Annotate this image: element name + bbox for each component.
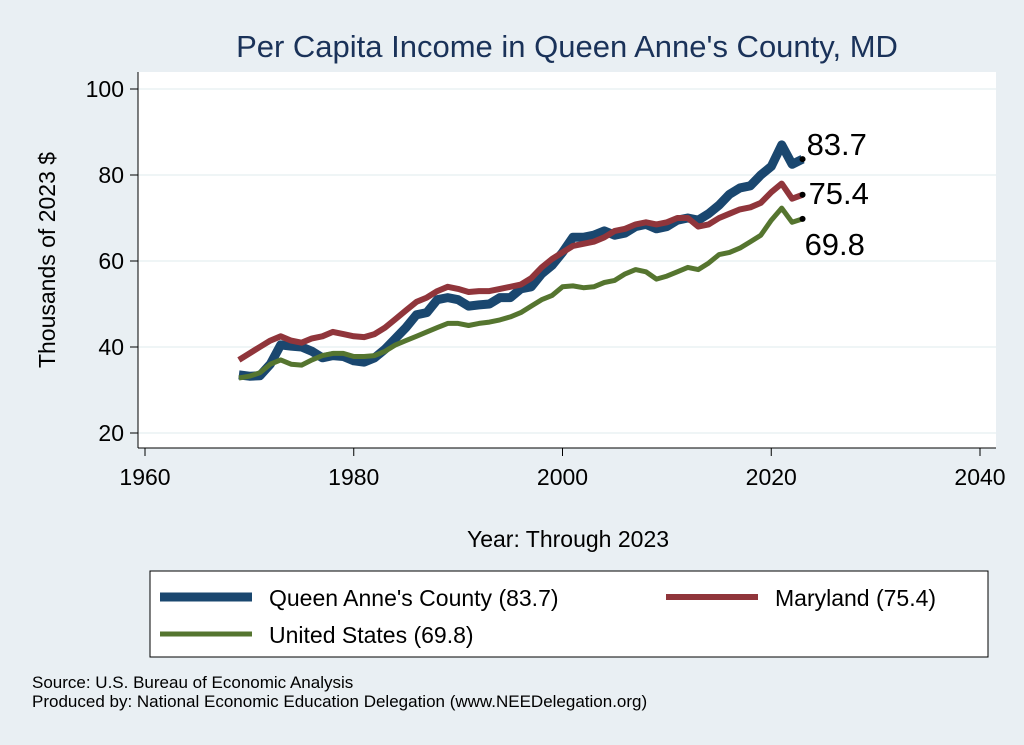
x-tick-label-2040: 2040 [954,464,1005,490]
x-tick-label-1960: 1960 [119,464,170,490]
end-point-1 [799,156,806,163]
end-label-3: 69.8 [805,227,865,262]
end-point-3 [799,215,806,222]
y-tick-label-20: 20 [98,420,124,446]
y-tick-label-80: 80 [98,162,124,188]
producer-note: Produced by: National Economic Education… [32,692,648,711]
y-ticks: 20 40 60 80 100 [86,76,138,446]
y-tick-label-40: 40 [98,334,124,360]
x-axis-title: Year: Through 2023 [467,526,669,552]
series-line-2 [237,180,804,363]
end-point-2 [799,191,806,198]
y-tick-label-60: 60 [98,248,124,274]
x-tick-label-2020: 2020 [746,464,797,490]
x-tick-label-1980: 1980 [328,464,379,490]
legend-label-3: United States (69.8) [269,622,474,648]
legend-label-2: Maryland (75.4) [775,585,936,611]
x-ticks: 1960 1980 2000 2020 2040 [119,448,1006,490]
end-label-2: 75.4 [809,176,869,211]
y-axis-title: Thousands of 2023 $ [34,152,60,368]
end-labels: 83.7 75.4 69.8 [799,127,869,262]
series-line-3 [238,205,804,381]
plot-area [138,72,996,448]
source-note: Source: U.S. Bureau of Economic Analysis [32,673,354,692]
legend-box [149,570,989,658]
legend-label-1: Queen Anne's County (83.7) [269,585,559,611]
end-label-1: 83.7 [807,127,867,162]
chart-title: Per Capita Income in Queen Anne's County… [236,29,898,64]
y-tick-label-100: 100 [86,76,124,102]
series-lines [237,140,805,381]
legend: Queen Anne's County (83.7) Maryland (75.4… [149,570,989,658]
x-tick-label-2000: 2000 [537,464,588,490]
